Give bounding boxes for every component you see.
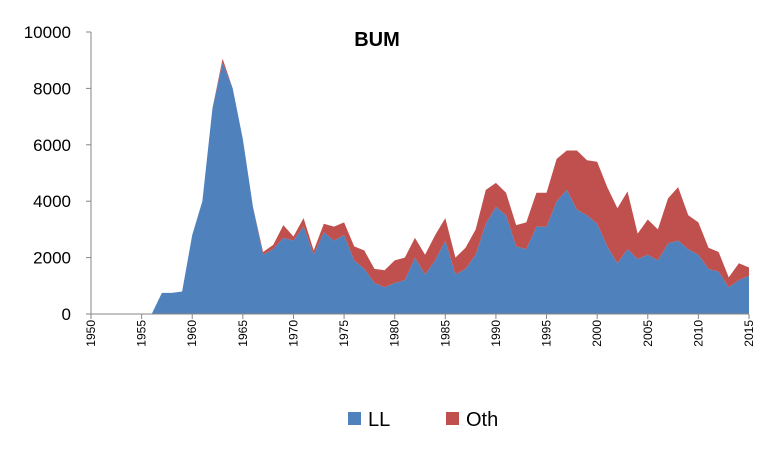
y-tick-label: 8000 — [33, 79, 71, 98]
x-tick-labels: 1950 1955 1960 1965 1970 1975 1980 1985 1990 1995… — [84, 320, 756, 347]
x-tick-label: 1980 — [388, 320, 402, 347]
x-tick-label: 2000 — [590, 320, 604, 347]
x-tick-label: 2010 — [691, 320, 705, 347]
x-tick-label: 1985 — [438, 320, 452, 347]
legend: LL Oth — [348, 409, 498, 431]
legend-label-oth: Oth — [466, 409, 498, 431]
y-tick-label: 2000 — [33, 249, 71, 268]
x-tick-label: 1955 — [135, 320, 149, 347]
area-series-oth — [91, 58, 749, 314]
area-series-ll — [91, 63, 749, 314]
legend-swatch-ll — [348, 412, 361, 425]
plot-areas — [91, 58, 749, 314]
legend-label-ll: LL — [368, 409, 390, 431]
y-tick-label: 0 — [62, 305, 71, 324]
y-tick-label: 4000 — [33, 192, 71, 211]
y-tick-labels: 0 2000 4000 6000 8000 10000 — [24, 23, 71, 324]
chart-title: BUM — [354, 29, 400, 51]
x-tick-label: 1965 — [236, 320, 250, 347]
x-tick-label: 2015 — [742, 320, 756, 347]
x-tick-label: 1990 — [489, 320, 503, 347]
y-tick-label: 10000 — [24, 23, 71, 42]
x-tick-label: 1960 — [185, 320, 199, 347]
axes — [86, 31, 750, 319]
x-tick-label: 1995 — [540, 320, 554, 347]
y-tick-label: 6000 — [33, 136, 71, 155]
x-tick-label: 1970 — [286, 320, 300, 347]
x-tick-label: 1975 — [337, 320, 351, 347]
x-tick-label: 1950 — [84, 320, 98, 347]
x-tick-label: 2005 — [641, 320, 655, 347]
legend-swatch-oth — [446, 412, 459, 425]
